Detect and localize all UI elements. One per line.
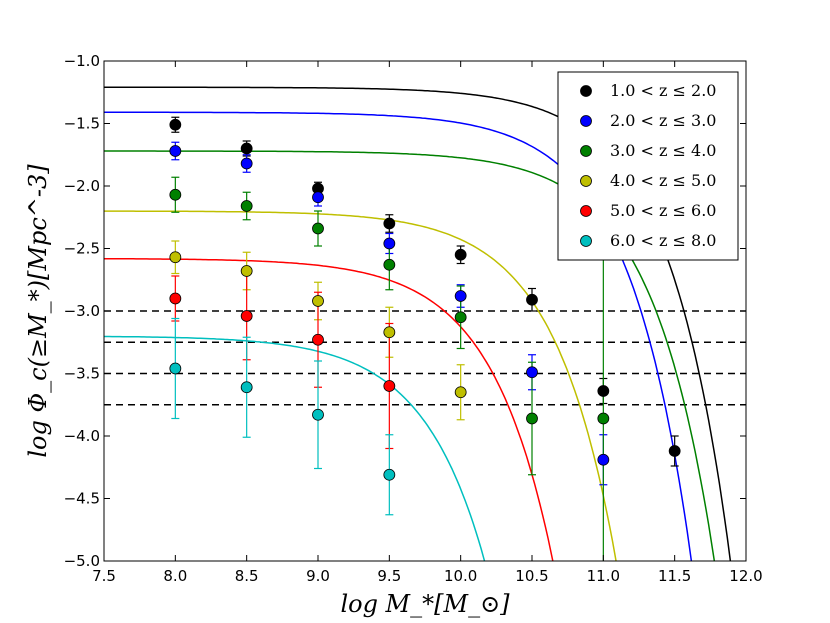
data-point (668, 445, 681, 457)
data-point (169, 251, 182, 264)
y-tick-label: −2.5 (64, 240, 100, 258)
legend-label: 6.0 < z ≤ 8.0 (610, 231, 716, 250)
data-point (169, 118, 182, 131)
legend-label: 5.0 < z ≤ 6.0 (610, 201, 716, 220)
y-tick-label: −4.0 (64, 427, 100, 445)
data-point (454, 290, 467, 302)
data-point (454, 248, 467, 261)
y-tick-label: −1.5 (64, 115, 100, 133)
x-tick-label: 11.5 (658, 567, 691, 585)
data-point (383, 258, 396, 271)
data-point (240, 310, 253, 322)
legend-marker (580, 205, 592, 217)
data-point (383, 468, 396, 481)
y-tick-label: −1.0 (64, 52, 100, 70)
data-point (240, 265, 253, 277)
x-tick-label: 10.5 (515, 567, 548, 585)
data-point (240, 142, 253, 155)
x-tick-label: 10.0 (444, 567, 477, 585)
data-point (312, 408, 324, 421)
x-tick-label: 9.5 (377, 567, 401, 585)
data-point (454, 311, 467, 324)
x-tick-label: 7.5 (92, 567, 116, 585)
legend-label: 3.0 < z ≤ 4.0 (610, 141, 716, 160)
axis-ticks: 7.5 8.0 8.5 9.0 9.5 10.0 10.5 11.0 11.5 12.0 −1.0 −… (64, 52, 763, 585)
legend-label: 1.0 < z ≤ 2.0 (610, 81, 716, 100)
x-tick-label: 8.5 (235, 567, 259, 585)
data-point (169, 188, 182, 201)
data-point (383, 237, 396, 250)
data-point (597, 453, 610, 466)
data-point (240, 381, 253, 394)
fit-curve (104, 335, 486, 561)
legend-marker (580, 175, 592, 187)
data-point (383, 217, 396, 230)
reference-lines (104, 310, 746, 406)
data-points (169, 118, 681, 481)
data-point (312, 191, 324, 204)
data-point (383, 326, 396, 339)
data-point (312, 295, 324, 307)
legend-label: 4.0 < z ≤ 5.0 (610, 171, 716, 190)
y-tick-label: −3.5 (64, 365, 100, 383)
legend-box (557, 71, 739, 261)
data-point (526, 293, 538, 306)
x-tick-label: 12.0 (729, 567, 762, 585)
data-point (383, 380, 396, 392)
data-point (526, 412, 538, 425)
data-point (312, 222, 324, 235)
y-tick-label: −4.5 (64, 490, 100, 508)
y-axis-title: log Φ_c(≥M_*)[Mpc^-3] (24, 164, 52, 458)
legend-marker (580, 85, 592, 97)
legend-marker (580, 145, 592, 157)
y-tick-label: −2.0 (64, 177, 100, 195)
data-point (454, 386, 467, 399)
x-tick-label: 8.0 (163, 567, 187, 585)
y-tick-label: −3.0 (64, 302, 100, 320)
x-tick-label: 9.0 (306, 567, 330, 585)
data-point (312, 333, 324, 346)
data-point (526, 366, 538, 379)
data-point (597, 385, 610, 397)
legend-label: 2.0 < z ≤ 3.0 (610, 111, 716, 130)
data-point (240, 157, 253, 170)
data-point (169, 292, 182, 305)
data-point (169, 145, 182, 157)
data-point (169, 362, 182, 375)
legend-marker (580, 235, 592, 247)
fit-curve (104, 210, 617, 561)
legend: 1.0 < z ≤ 2.0 2.0 < z ≤ 3.0 3.0 < z ≤ 4.0 4… (557, 71, 739, 261)
legend-marker (580, 115, 592, 127)
data-point (240, 200, 253, 212)
x-tick-label: 11.0 (587, 567, 620, 585)
y-tick-label: −5.0 (64, 552, 100, 570)
x-axis-title: log M_*[M_⊙] (340, 590, 510, 618)
data-point (597, 412, 610, 425)
